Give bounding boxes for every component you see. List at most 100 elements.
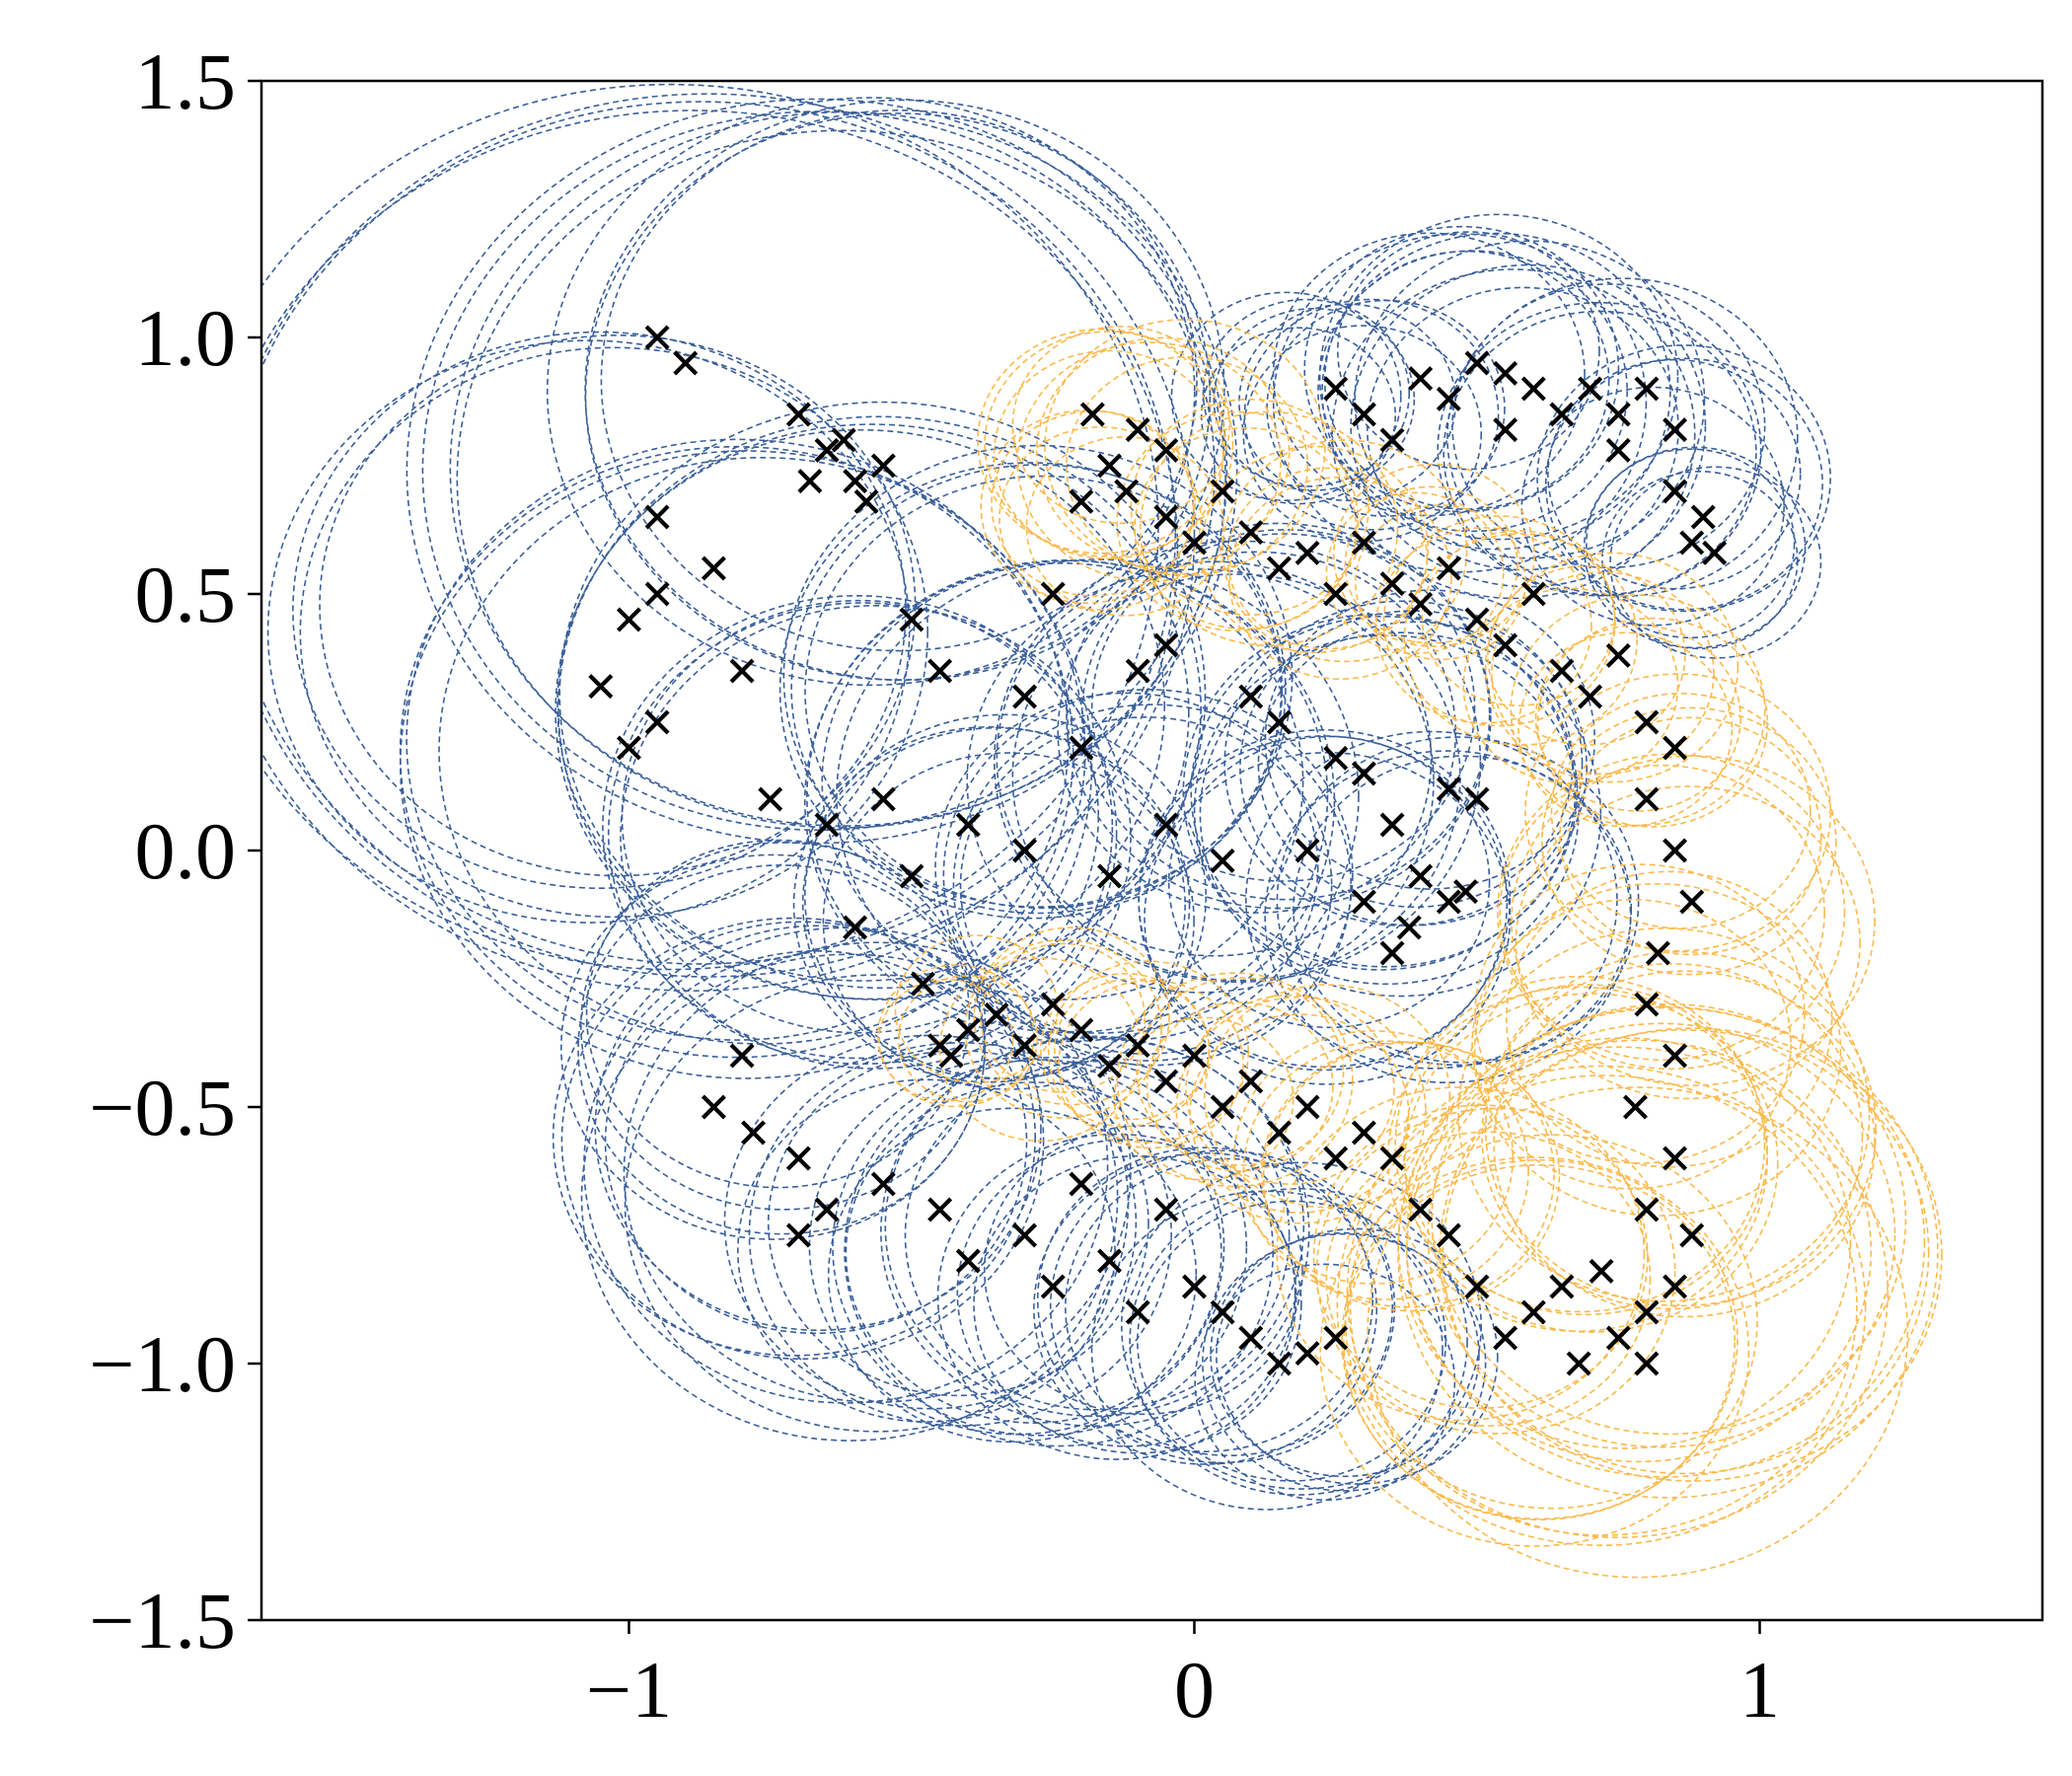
class-a-circle bbox=[1451, 283, 1766, 569]
class-a-marker bbox=[1012, 1222, 1038, 1248]
class-a-circle bbox=[421, 111, 1216, 832]
class-a-circle bbox=[584, 112, 1212, 681]
class-b-circle bbox=[1534, 624, 1741, 812]
class-b-circle bbox=[1276, 1086, 1646, 1422]
class-a-marker bbox=[1408, 863, 1434, 889]
class-b-circle bbox=[1481, 962, 1864, 1310]
class-b-marker bbox=[1408, 1197, 1434, 1222]
class-b-circle bbox=[1025, 436, 1224, 617]
class-b-marker bbox=[1125, 1033, 1150, 1059]
class-a-circle bbox=[1193, 634, 1580, 986]
class-a-circle bbox=[983, 1125, 1303, 1416]
class-b-marker bbox=[1266, 555, 1292, 581]
class-a-circle bbox=[1276, 736, 1640, 1067]
class-a-circle bbox=[790, 464, 1287, 915]
y-tick-label: 0.5 bbox=[135, 550, 237, 639]
class-b-circle bbox=[1262, 1041, 1561, 1312]
class-a-circle bbox=[299, 346, 928, 919]
class-a-marker bbox=[814, 812, 840, 838]
class-a-circle bbox=[973, 1154, 1302, 1454]
class-a-circle bbox=[1137, 1200, 1447, 1482]
class-b-circle bbox=[1397, 1006, 1939, 1499]
class-a-circle bbox=[1272, 232, 1586, 517]
class-b-circle bbox=[1497, 753, 1846, 1071]
class-b-marker bbox=[1012, 1033, 1038, 1059]
class-b-circle bbox=[1146, 1001, 1334, 1172]
class-a-circle bbox=[577, 864, 986, 1235]
class-b-marker bbox=[1295, 540, 1320, 565]
class-b-marker bbox=[1520, 1299, 1546, 1325]
class-a-marker bbox=[870, 786, 896, 812]
class-b-circle bbox=[1506, 870, 1833, 1168]
class-a-circle bbox=[801, 726, 1191, 1080]
class-a-marker bbox=[741, 1120, 767, 1146]
class-b-marker bbox=[1634, 992, 1660, 1017]
class-a-marker bbox=[616, 607, 641, 632]
class-a-circle bbox=[1243, 298, 1500, 531]
class-b-marker bbox=[1210, 1094, 1235, 1120]
y-tick-label: −1.0 bbox=[89, 1319, 236, 1409]
class-a-circle bbox=[1609, 466, 1822, 659]
class-a-marker bbox=[1125, 1299, 1150, 1325]
class-a-marker bbox=[1549, 402, 1575, 427]
class-b-marker bbox=[1549, 1274, 1575, 1299]
class-b-marker bbox=[1663, 735, 1688, 761]
class-a-circle bbox=[1238, 303, 1457, 502]
class-b-circle bbox=[1491, 571, 1715, 776]
class-a-circle bbox=[792, 726, 1186, 1083]
class-a-marker bbox=[1351, 761, 1376, 786]
class-b-circle bbox=[1550, 693, 1812, 929]
class-a-marker bbox=[644, 504, 670, 530]
class-a-circle bbox=[1536, 344, 1831, 613]
class-b-marker bbox=[1379, 571, 1405, 597]
class-b-marker bbox=[1679, 1222, 1705, 1248]
class-a-circle bbox=[748, 1042, 1172, 1427]
class-b-marker bbox=[1351, 530, 1376, 555]
class-a-circle bbox=[845, 1081, 1222, 1424]
class-b-circle bbox=[1040, 973, 1211, 1128]
class-b-marker bbox=[1679, 889, 1705, 915]
class-a-circle bbox=[778, 462, 1284, 920]
class-a-marker bbox=[1663, 479, 1688, 504]
class-a-circle bbox=[884, 1035, 1305, 1417]
class-a-marker bbox=[1493, 417, 1518, 443]
class-a-marker bbox=[1210, 1299, 1235, 1325]
class-a-marker bbox=[1436, 777, 1461, 802]
class-a-circle bbox=[808, 1057, 1225, 1436]
class-b-circle bbox=[1403, 993, 1779, 1333]
class-a-marker bbox=[1453, 879, 1479, 905]
class-b-marker bbox=[1566, 1351, 1591, 1376]
class-b-marker bbox=[1181, 530, 1207, 555]
class-b-marker bbox=[1295, 1094, 1320, 1120]
class-a-circle bbox=[1331, 268, 1696, 600]
class-a-circle bbox=[602, 594, 1114, 1060]
class-b-circle bbox=[1242, 1040, 1529, 1300]
x-axis: −1 0 1 bbox=[586, 1620, 1780, 1735]
class-a-circle bbox=[1586, 448, 1796, 639]
class-a-circle bbox=[1057, 551, 1457, 914]
class-b-marker bbox=[1634, 1299, 1660, 1325]
class-b-circle bbox=[1442, 1027, 1943, 1482]
x-tick-label: −1 bbox=[586, 1645, 672, 1735]
class-a-marker bbox=[927, 1197, 953, 1222]
class-b-marker bbox=[1589, 1258, 1614, 1284]
class-a-marker bbox=[1679, 530, 1705, 555]
class-b-circle bbox=[1139, 410, 1399, 647]
class-a-circle bbox=[261, 83, 1159, 971]
class-a-circle bbox=[583, 926, 1109, 1404]
class-b-circle bbox=[1367, 1086, 1909, 1579]
class-a-circle bbox=[557, 415, 1202, 1000]
class-b-marker bbox=[1436, 1222, 1461, 1248]
class-a-circle bbox=[1266, 299, 1506, 517]
class-b-circle bbox=[1113, 1016, 1295, 1181]
class-a-marker bbox=[1663, 417, 1688, 443]
class-b-marker bbox=[1323, 1146, 1349, 1171]
class-b-circle bbox=[1130, 398, 1369, 616]
class-a-marker bbox=[899, 607, 925, 632]
class-b-circle bbox=[1343, 1163, 1736, 1521]
class-a-circle bbox=[880, 1036, 1310, 1428]
class-a-marker bbox=[1295, 1341, 1320, 1367]
class-b-circle bbox=[1344, 1134, 1758, 1510]
class-b-marker bbox=[1238, 1069, 1264, 1094]
class-b-circle bbox=[1325, 491, 1505, 655]
